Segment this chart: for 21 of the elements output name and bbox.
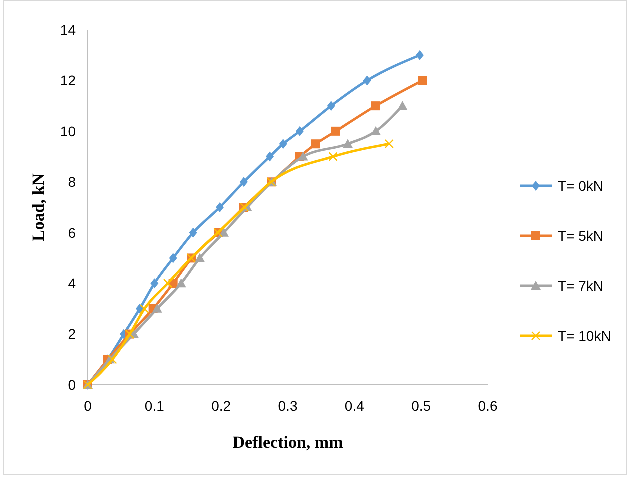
legend-label: T= 7kN bbox=[558, 278, 604, 294]
legend-label: T= 5kN bbox=[558, 228, 604, 244]
legend-label: T= 10kN bbox=[558, 328, 612, 344]
y-tick-label: 2 bbox=[68, 326, 76, 342]
x-tick-label: 0.3 bbox=[278, 398, 298, 414]
y-tick-label: 6 bbox=[68, 224, 76, 241]
x-axis-title: Deflection, mm bbox=[232, 433, 344, 452]
x-tick-label: 0.1 bbox=[144, 398, 165, 414]
x-tick-label: 0.5 bbox=[412, 398, 432, 414]
x-tick-label: 0.4 bbox=[344, 398, 365, 414]
y-tick-label: 12 bbox=[60, 72, 76, 89]
y-tick-label: 0 bbox=[68, 376, 76, 393]
x-tick-label: 0 bbox=[84, 398, 92, 414]
y-tick-label: 4 bbox=[68, 275, 76, 292]
y-tick-label: 10 bbox=[60, 123, 76, 140]
x-tick-label: 0.6 bbox=[478, 398, 498, 414]
legend-label: T= 0kN bbox=[558, 178, 604, 194]
y-axis-title: Load, kN bbox=[29, 172, 48, 242]
x-tick-label: 0.2 bbox=[212, 398, 232, 414]
y-tick-label: 8 bbox=[68, 174, 76, 190]
y-tick-label: 14 bbox=[60, 22, 76, 38]
